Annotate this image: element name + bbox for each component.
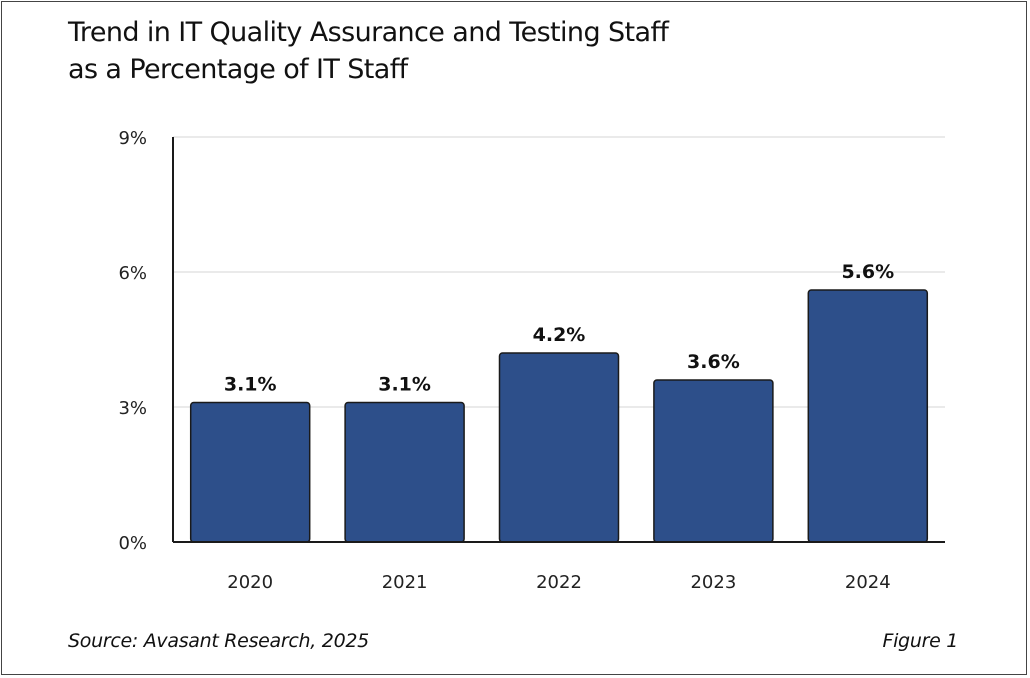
data-label: 5.6% [841, 261, 894, 283]
data-label: 4.2% [533, 324, 586, 346]
chart-title: Trend in IT Quality Assurance and Testin… [68, 14, 788, 88]
bar [653, 379, 774, 543]
x-tick-label: 2022 [536, 572, 582, 593]
axes [172, 137, 945, 543]
bar [807, 289, 929, 543]
x-tick-label: 2023 [690, 572, 736, 593]
bars [189, 289, 929, 543]
data-label: 3.1% [378, 374, 431, 396]
data-label: 3.1% [224, 374, 277, 396]
bar [498, 352, 620, 543]
figure-number: Figure 1 [882, 630, 958, 652]
source-note: Source: Avasant Research, 2025 [68, 630, 369, 652]
x-tick-label: 2020 [227, 572, 273, 593]
y-tick-label: 0% [118, 533, 147, 554]
y-tick-label: 9% [118, 128, 147, 149]
bar [344, 401, 465, 543]
x-tick-label: 2024 [845, 572, 891, 593]
x-tick-label: 2021 [382, 572, 428, 593]
data-label: 3.6% [687, 351, 740, 373]
chart-title-line-1: Trend in IT Quality Assurance and Testin… [68, 17, 669, 48]
labels: 0% 3% 6% 9% 3.1% 2020 3.1% 2021 4.2% 2022 3.6% 2023… [118, 128, 894, 593]
y-tick-label: 6% [118, 263, 147, 284]
bar [189, 401, 311, 543]
chart-title-line-2: as a Percentage of IT Staff [68, 54, 408, 85]
y-tick-label: 3% [118, 398, 147, 419]
